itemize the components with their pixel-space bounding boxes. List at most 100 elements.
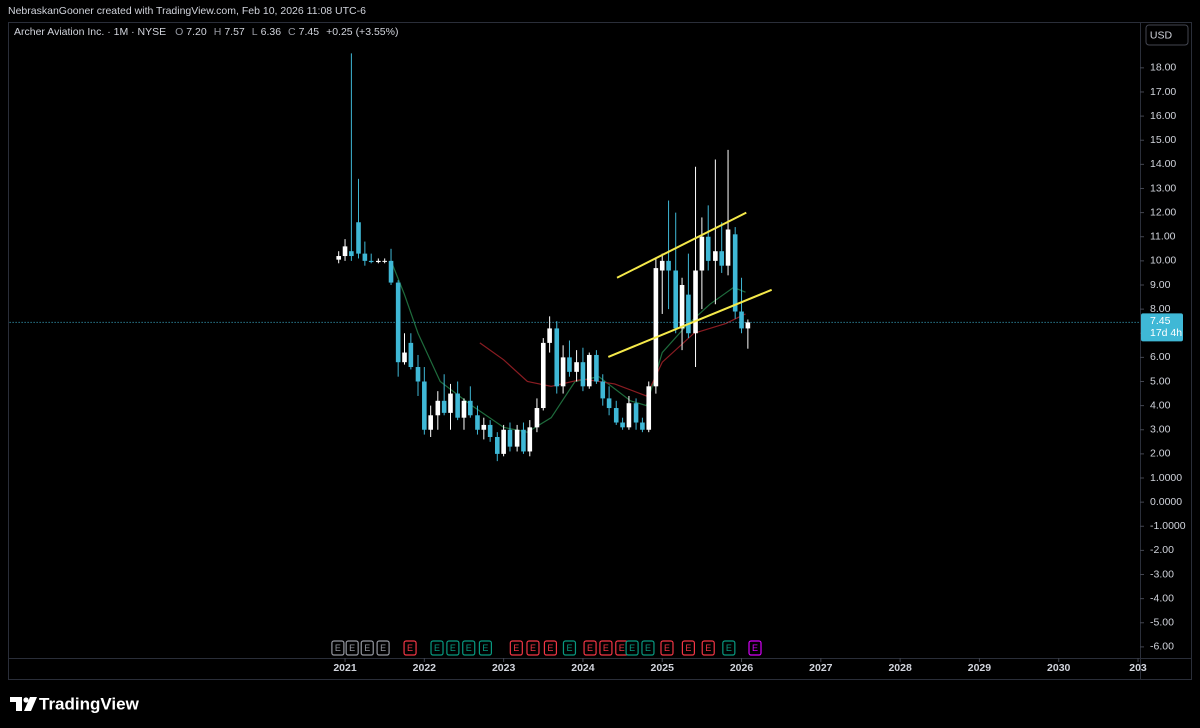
earnings-label: E <box>619 643 625 653</box>
candle-body <box>732 234 738 312</box>
currency-label[interactable]: USD <box>1150 29 1173 41</box>
earnings-label: E <box>705 643 711 653</box>
ohlc-value: 7.57 <box>224 26 245 38</box>
y-tick-label: 2.00 <box>1150 448 1171 460</box>
x-tick-label: 2029 <box>968 662 992 674</box>
earnings-marker <box>748 640 762 656</box>
top-bar <box>0 0 1200 22</box>
candle-body <box>487 424 493 437</box>
ohlc-label: O <box>175 26 184 38</box>
earnings-marker <box>722 640 736 656</box>
candle-body <box>428 415 433 430</box>
candle-body <box>554 328 560 387</box>
x-tick-label: 2023 <box>492 662 516 674</box>
earnings-label: E <box>530 643 536 653</box>
candle-body <box>481 424 487 430</box>
y-tick-label: 5.00 <box>1150 375 1171 387</box>
candle-body <box>666 260 671 271</box>
y-tick-label: 13.00 <box>1150 182 1176 194</box>
change: +0.25 (+3.55%) <box>326 26 399 38</box>
y-tick-label: 6.00 <box>1150 351 1171 363</box>
earnings-label: E <box>450 643 456 653</box>
y-tick-label: 17.00 <box>1150 86 1176 98</box>
last-price-label: 7.45 <box>1150 315 1171 327</box>
y-tick-label: 4.00 <box>1150 399 1171 411</box>
earnings-label: E <box>349 643 355 653</box>
y-tick-label: 12.00 <box>1150 206 1176 218</box>
earnings-marker <box>599 640 613 656</box>
trendline <box>607 288 773 358</box>
ohlc-label: L <box>251 26 258 38</box>
earnings-marker <box>701 640 715 656</box>
earnings-marker <box>681 640 695 656</box>
candle-body <box>574 362 579 372</box>
candle-body <box>705 236 711 261</box>
ohlc-label: C <box>288 26 296 38</box>
candle-body <box>527 427 533 452</box>
earnings-label: E <box>629 643 635 653</box>
currency-button[interactable] <box>1145 24 1189 46</box>
candle-body <box>356 222 361 254</box>
earnings-marker <box>376 640 390 656</box>
candle-body <box>586 354 592 387</box>
candle-body <box>673 270 679 329</box>
symbol: Archer Aviation Inc. · 1M · NYSE <box>14 26 167 38</box>
earnings-marker <box>562 640 577 656</box>
earnings-label: E <box>434 643 440 653</box>
candle-body <box>388 260 394 283</box>
x-tick-label: 2028 <box>888 662 912 674</box>
candle-body <box>719 251 725 266</box>
earnings-marker <box>462 640 476 656</box>
earnings-label: E <box>664 643 670 653</box>
earnings-label: E <box>364 643 370 653</box>
earnings-marker <box>543 640 558 656</box>
candle-body <box>336 256 341 260</box>
x-tick-label: 2022 <box>413 662 437 674</box>
y-tick-label: -1.0000 <box>1150 520 1186 532</box>
y-tick-label: 15.00 <box>1150 134 1176 146</box>
candle-body <box>461 400 467 418</box>
candle-body <box>606 398 612 409</box>
legend: Archer Aviation Inc. · 1M · NYSE O 7.20 H 7… <box>14 26 398 38</box>
earnings-marker <box>446 640 460 656</box>
candle-body <box>521 429 526 452</box>
candle-body <box>402 352 407 363</box>
ohlc-value: 7.45 <box>298 26 320 38</box>
earnings-label: E <box>752 643 758 653</box>
earnings-label: E <box>566 643 572 653</box>
candle-body <box>342 246 348 257</box>
earnings-marker <box>345 640 359 656</box>
y-tick-label: 18.00 <box>1150 62 1176 74</box>
earnings-label: E <box>685 643 691 653</box>
ohlc-label: H <box>213 26 222 38</box>
candle-body <box>540 342 546 409</box>
candle-body <box>653 268 659 387</box>
ohlc-value: 7.20 <box>186 26 207 38</box>
brand-logo <box>10 697 37 711</box>
earnings-marker <box>660 640 674 656</box>
candle-body <box>567 357 572 372</box>
candle-body <box>349 251 354 257</box>
candle-body <box>468 400 473 416</box>
last-price-tag <box>1141 313 1183 342</box>
y-tick-label: 9.00 <box>1150 279 1171 291</box>
brand-name: TradingView <box>39 694 140 713</box>
candle-body <box>693 270 698 334</box>
candle-body <box>633 403 639 423</box>
candle-body <box>646 386 652 430</box>
y-tick-label: 1.0000 <box>1150 472 1182 484</box>
y-tick-label: 11.00 <box>1150 231 1176 243</box>
candle-body <box>441 400 447 413</box>
candle-body <box>626 403 632 428</box>
x-tick-label: 2030 <box>1047 662 1071 674</box>
earnings-label: E <box>587 643 593 653</box>
earnings-marker <box>625 640 639 656</box>
y-tick-label: -2.00 <box>1150 544 1174 556</box>
candle-body <box>739 311 744 329</box>
candle-body <box>395 282 401 363</box>
candle-body <box>534 408 540 428</box>
y-tick-label: 8.00 <box>1150 303 1171 315</box>
candle-body <box>422 381 427 430</box>
earnings-marker <box>430 640 444 656</box>
